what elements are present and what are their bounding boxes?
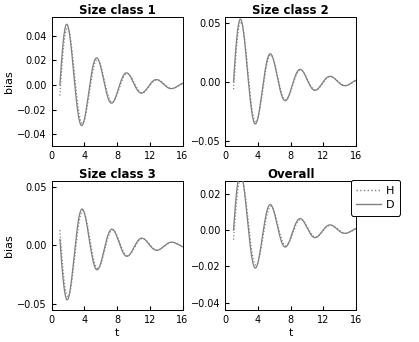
X-axis label: t: t	[289, 328, 293, 338]
Title: Overall: Overall	[267, 168, 315, 181]
Y-axis label: bias: bias	[5, 70, 14, 93]
Title: Size class 2: Size class 2	[252, 4, 329, 17]
Title: Size class 1: Size class 1	[79, 4, 155, 17]
Title: Size class 3: Size class 3	[79, 168, 155, 181]
Legend: H, D: H, D	[351, 180, 400, 215]
X-axis label: t: t	[115, 328, 119, 338]
Y-axis label: bias: bias	[5, 234, 14, 257]
